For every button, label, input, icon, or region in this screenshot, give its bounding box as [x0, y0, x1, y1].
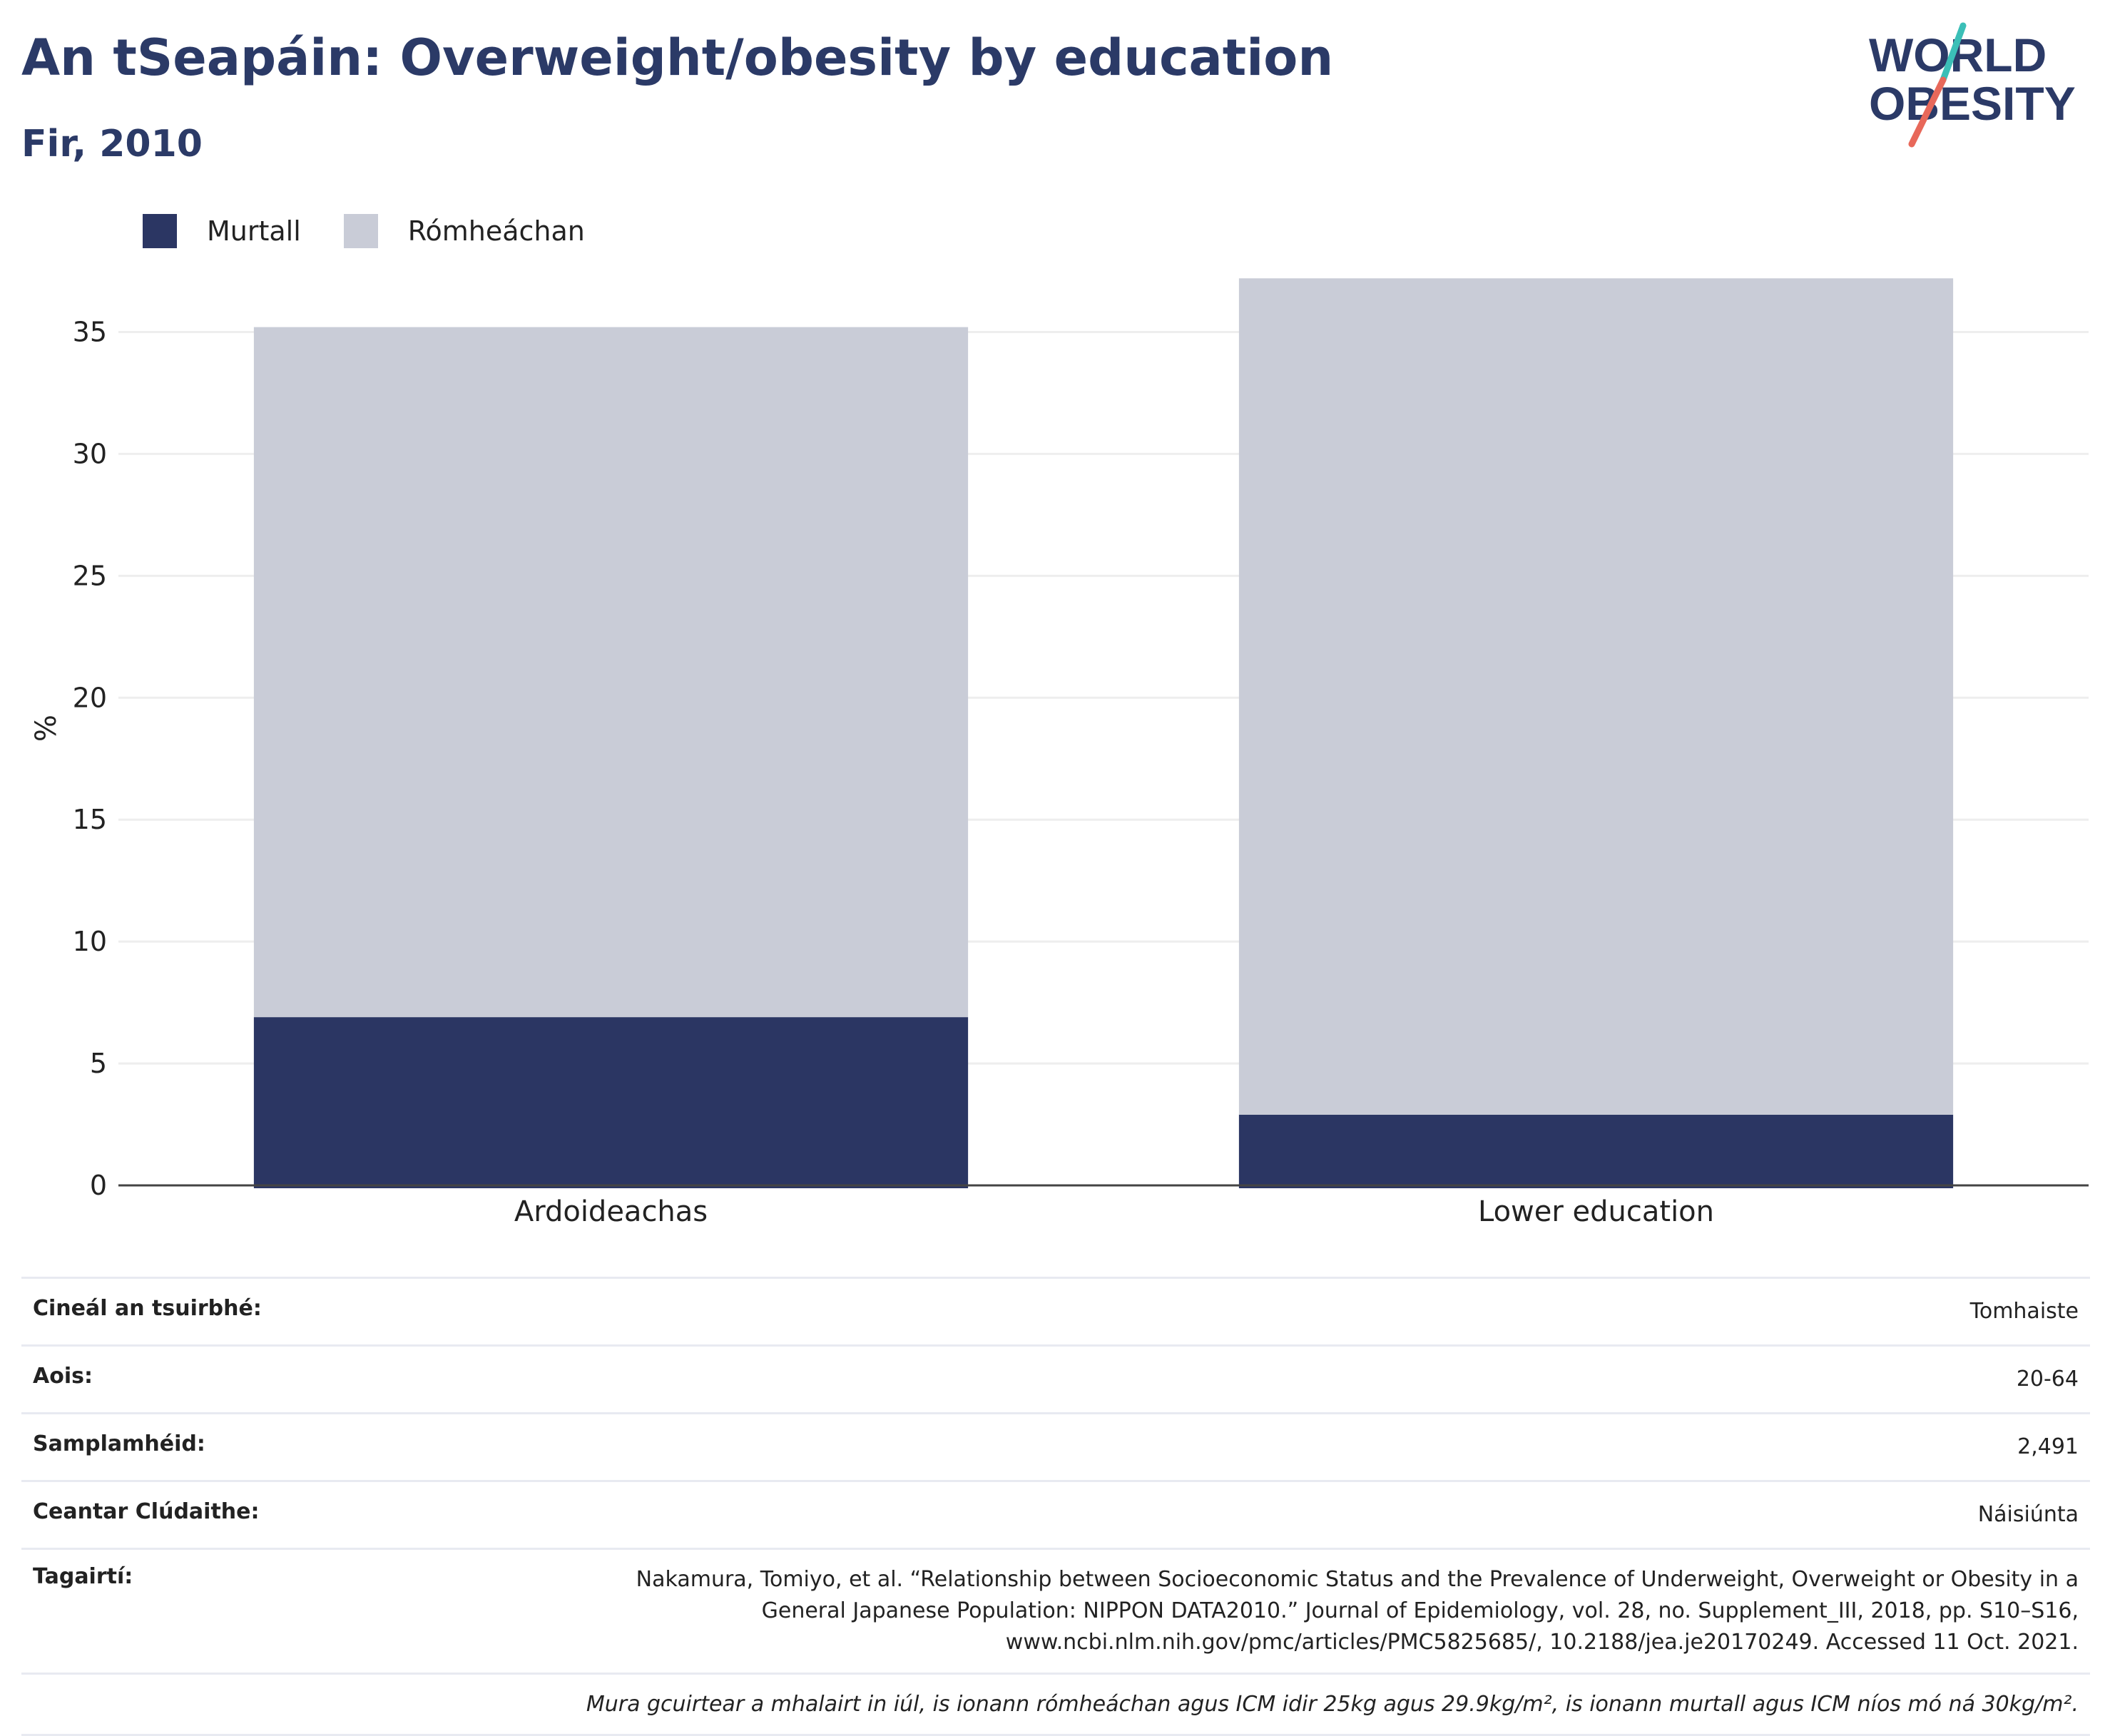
legend-swatch-overweight	[343, 214, 378, 248]
metadata-label: Cineál an tsuirbhé:	[33, 1296, 262, 1321]
reference-text: Nakamura, Tomiyo, et al. “Relationship b…	[636, 1564, 2079, 1658]
world-obesity-logo: WORLD OBESITY	[1869, 22, 2076, 148]
metadata-label: Tagairtí:	[33, 1564, 133, 1589]
reference-line: General Japanese Population: NIPPON DATA…	[761, 1598, 2079, 1623]
y-tick-label: 20	[73, 682, 107, 713]
legend-label-overweight: Rómheáchan	[407, 215, 585, 247]
legend-item-obese[interactable]: Murtall	[143, 214, 301, 248]
bar-obese[interactable]	[1238, 1114, 1954, 1188]
metadata-value: 2,491	[2017, 1434, 2079, 1459]
legend-label-obese: Murtall	[207, 215, 301, 247]
y-tick-label: 10	[73, 926, 107, 957]
chart-subtitle: Fir, 2010	[21, 123, 203, 165]
logo-line2: OBESITY	[1869, 77, 2076, 130]
reference-line: Nakamura, Tomiyo, et al. “Relationship b…	[636, 1567, 2079, 1592]
metadata-label: Aois:	[33, 1364, 93, 1389]
bar-overweight[interactable]	[1238, 278, 1954, 1115]
metadata-row-references: Tagairtí: Nakamura, Tomiyo, et al. “Rela…	[21, 1548, 2090, 1673]
metadata-row-age: Aois: 20-64	[21, 1344, 2090, 1412]
metadata-value: Tomhaiste	[1969, 1299, 2079, 1324]
legend-item-overweight[interactable]: Rómheáchan	[343, 214, 585, 248]
chart-legend: Murtall Rómheáchan	[143, 211, 628, 251]
bar-overweight[interactable]	[253, 327, 969, 1018]
metadata-value: 20-64	[2016, 1367, 2079, 1392]
y-axis-label: %	[30, 715, 63, 742]
y-tick-label: 25	[73, 560, 107, 591]
y-tick-label: 5	[90, 1048, 107, 1079]
metadata-label: Ceantar Clúdaithe:	[33, 1499, 260, 1524]
bar-obese[interactable]	[253, 1017, 969, 1188]
metadata-table: Cineál an tsuirbhé: Tomhaiste Aois: 20-6…	[21, 1277, 2090, 1736]
y-tick-label: 0	[90, 1170, 107, 1201]
logo-slash-teal	[1940, 22, 1967, 83]
x-tick-label: Ardoideachas	[514, 1195, 708, 1228]
metadata-row-sample-size: Samplamhéid: 2,491	[21, 1412, 2090, 1480]
metadata-label: Samplamhéid:	[33, 1431, 205, 1456]
metadata-value: Náisiúnta	[1977, 1502, 2079, 1527]
metadata-row-area-covered: Ceantar Clúdaithe: Náisiúnta	[21, 1480, 2090, 1548]
stacked-bar-chart: 0 5 10 15 20 25 30 35% Ardoideachas Lower educati…	[30, 278, 2089, 1228]
y-tick-label: 35	[73, 316, 107, 347]
y-tick-label: 30	[73, 438, 107, 469]
y-tick-label: 15	[73, 804, 107, 835]
logo-slash-red	[1908, 76, 1947, 148]
metadata-row-survey-type: Cineál an tsuirbhé: Tomhaiste	[21, 1277, 2090, 1344]
reference-line: www.ncbi.nlm.nih.gov/pmc/articles/PMC582…	[1005, 1630, 2079, 1655]
x-tick-label: Lower education	[1478, 1195, 1714, 1228]
chart-title: An tSeapáin: Overweight/obesity by educa…	[21, 29, 1334, 87]
legend-swatch-obese	[143, 214, 177, 248]
